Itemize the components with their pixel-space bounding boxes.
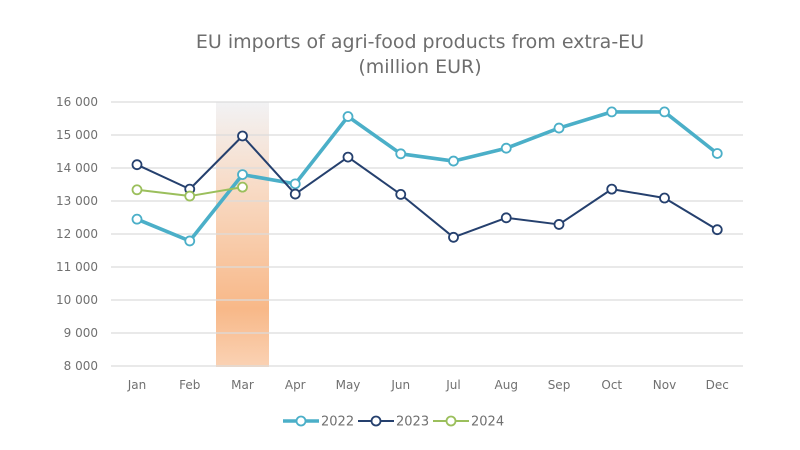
chart-title: EU imports of agri-food products from ex… xyxy=(0,30,800,80)
data-point-2022-sep[interactable] xyxy=(553,122,565,134)
data-point-2022-oct[interactable] xyxy=(606,106,618,118)
data-point-2022-mar[interactable] xyxy=(237,169,248,181)
data-point-2022-aug[interactable] xyxy=(500,142,512,154)
y-tick-label: 12 000 xyxy=(56,227,98,241)
x-tick-label: Nov xyxy=(653,378,676,392)
data-point-2023-jun[interactable] xyxy=(395,188,407,200)
data-point-2024-jan[interactable] xyxy=(131,184,143,196)
data-point-2022-feb[interactable] xyxy=(184,235,196,247)
series-2024 xyxy=(131,181,248,202)
series-line-2022 xyxy=(136,110,719,243)
x-tick-label: May xyxy=(336,378,361,392)
data-point-2022-jul[interactable] xyxy=(448,155,459,167)
y-tick-label: 11 000 xyxy=(56,260,98,274)
y-tick-label: 13 000 xyxy=(56,194,98,208)
legend-item-2024[interactable]: 2024 xyxy=(433,415,504,430)
x-tick-label: Oct xyxy=(601,378,622,392)
x-tick-label: Sep xyxy=(548,378,571,392)
chart-subtitle: (million EUR) xyxy=(358,56,482,78)
y-tick-label: 15 000 xyxy=(56,128,98,142)
data-point-2023-sep[interactable] xyxy=(553,219,565,230)
legend-marker-2022 xyxy=(295,415,307,427)
y-tick-label: 14 000 xyxy=(56,161,98,175)
series-2022 xyxy=(131,106,723,247)
x-tick-label: Feb xyxy=(179,378,200,392)
series-line-2023 xyxy=(136,134,718,239)
data-point-2023-oct[interactable] xyxy=(606,183,618,195)
data-point-2023-jan[interactable] xyxy=(131,159,143,171)
data-point-2022-may[interactable] xyxy=(342,111,354,122)
legend-marker-2024 xyxy=(445,415,457,427)
x-tick-label: Jun xyxy=(390,378,410,392)
data-point-2023-dec[interactable] xyxy=(711,224,723,236)
x-tick-label: Aug xyxy=(495,378,518,392)
series-2023 xyxy=(131,130,723,243)
legend-label-2024: 2024 xyxy=(471,415,504,430)
x-tick-label: Mar xyxy=(231,378,254,392)
data-point-2022-dec[interactable] xyxy=(711,148,723,159)
y-tick-label: 9 000 xyxy=(64,326,98,340)
data-point-2024-mar[interactable] xyxy=(237,181,248,193)
data-point-2023-nov[interactable] xyxy=(659,192,670,204)
x-tick-label: Apr xyxy=(285,378,306,392)
data-point-2022-nov[interactable] xyxy=(659,106,670,118)
legend-item-2022[interactable]: 2022 xyxy=(283,415,354,430)
data-point-2023-apr[interactable] xyxy=(289,188,301,200)
y-tick-label: 16 000 xyxy=(56,95,98,109)
legend-label-2022: 2022 xyxy=(321,415,354,430)
y-tick-label: 8 000 xyxy=(64,359,98,373)
y-tick-label: 10 000 xyxy=(56,293,98,307)
x-tick-label: Jan xyxy=(127,378,147,392)
data-point-2022-apr[interactable] xyxy=(289,178,301,190)
data-point-2022-jun[interactable] xyxy=(395,148,407,160)
chart-title-line: EU imports of agri-food products from ex… xyxy=(195,31,645,53)
data-point-2023-jul[interactable] xyxy=(448,231,459,243)
data-point-2022-jan[interactable] xyxy=(131,213,143,225)
x-tick-label: Jul xyxy=(445,378,460,392)
legend-item-2023[interactable]: 2023 xyxy=(358,415,429,430)
data-point-2024-feb[interactable] xyxy=(184,190,196,202)
data-point-2023-aug[interactable] xyxy=(500,212,512,224)
data-point-2023-mar[interactable] xyxy=(237,130,248,142)
legend-label-2023: 2023 xyxy=(396,415,429,430)
x-tick-label: Dec xyxy=(706,378,729,392)
legend-marker-2023 xyxy=(370,415,382,427)
data-point-2023-may[interactable] xyxy=(342,151,354,163)
